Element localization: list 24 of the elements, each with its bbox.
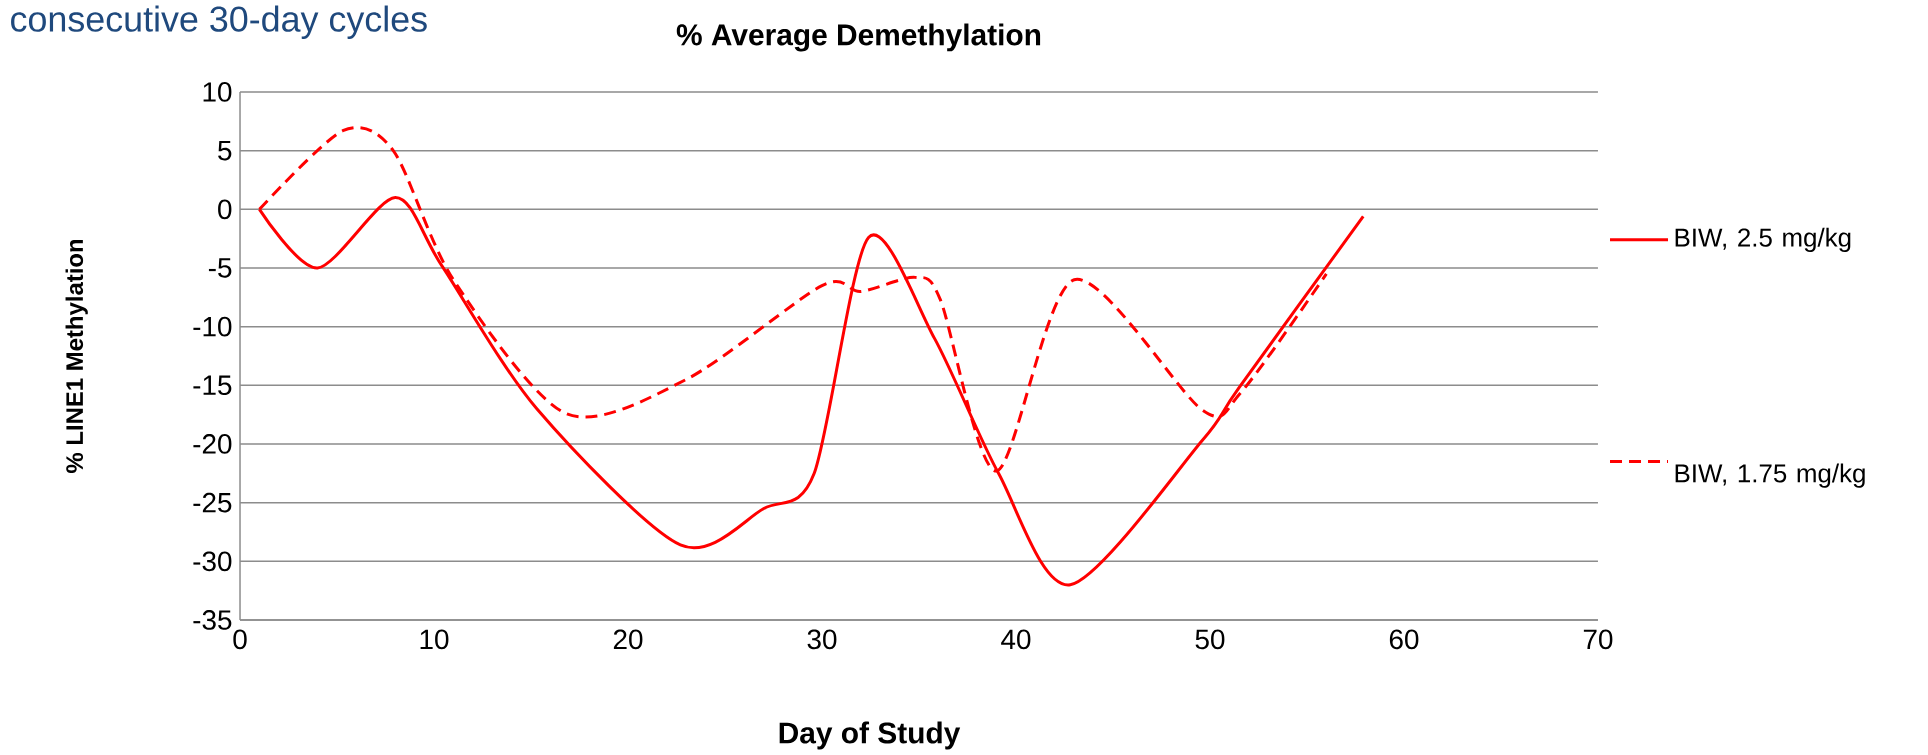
y-tick-label: 10 [203, 82, 232, 102]
legend-label: BIW, 2.5 mg/kg [1675, 227, 1851, 252]
x-tick-label: 10 [420, 629, 449, 650]
y-tick-label: -25 [193, 492, 232, 513]
x-tick-label: 20 [613, 629, 643, 650]
text: consecutive 30-day cycles [11, 5, 427, 39]
y-tick-label: 5 [218, 140, 232, 161]
y-tick-label: -15 [193, 375, 232, 396]
x-tick-label: 40 [1001, 629, 1031, 650]
legend-label: BIW, 1.75 mg/kg [1675, 463, 1865, 488]
x-axis-title: Day of Study [779, 721, 961, 750]
y-tick-label: -35 [193, 610, 232, 630]
y-tick-label: -5 [208, 258, 232, 278]
y-axis-title: % LINE1 Methylation [65, 239, 88, 473]
y-tick-label: -20 [193, 434, 232, 454]
y-tick-label: -30 [193, 551, 232, 572]
x-tick-label: 70 [1583, 629, 1613, 650]
x-tick-label: 0 [233, 629, 247, 650]
y-tick-label: 0 [218, 199, 232, 220]
x-tick-label: 60 [1389, 629, 1419, 650]
y-tick-label: -10 [193, 316, 232, 337]
x-tick-label: 50 [1195, 629, 1225, 650]
chart-title: % Average Demethylation [676, 23, 1041, 52]
x-tick-label: 30 [807, 629, 837, 650]
